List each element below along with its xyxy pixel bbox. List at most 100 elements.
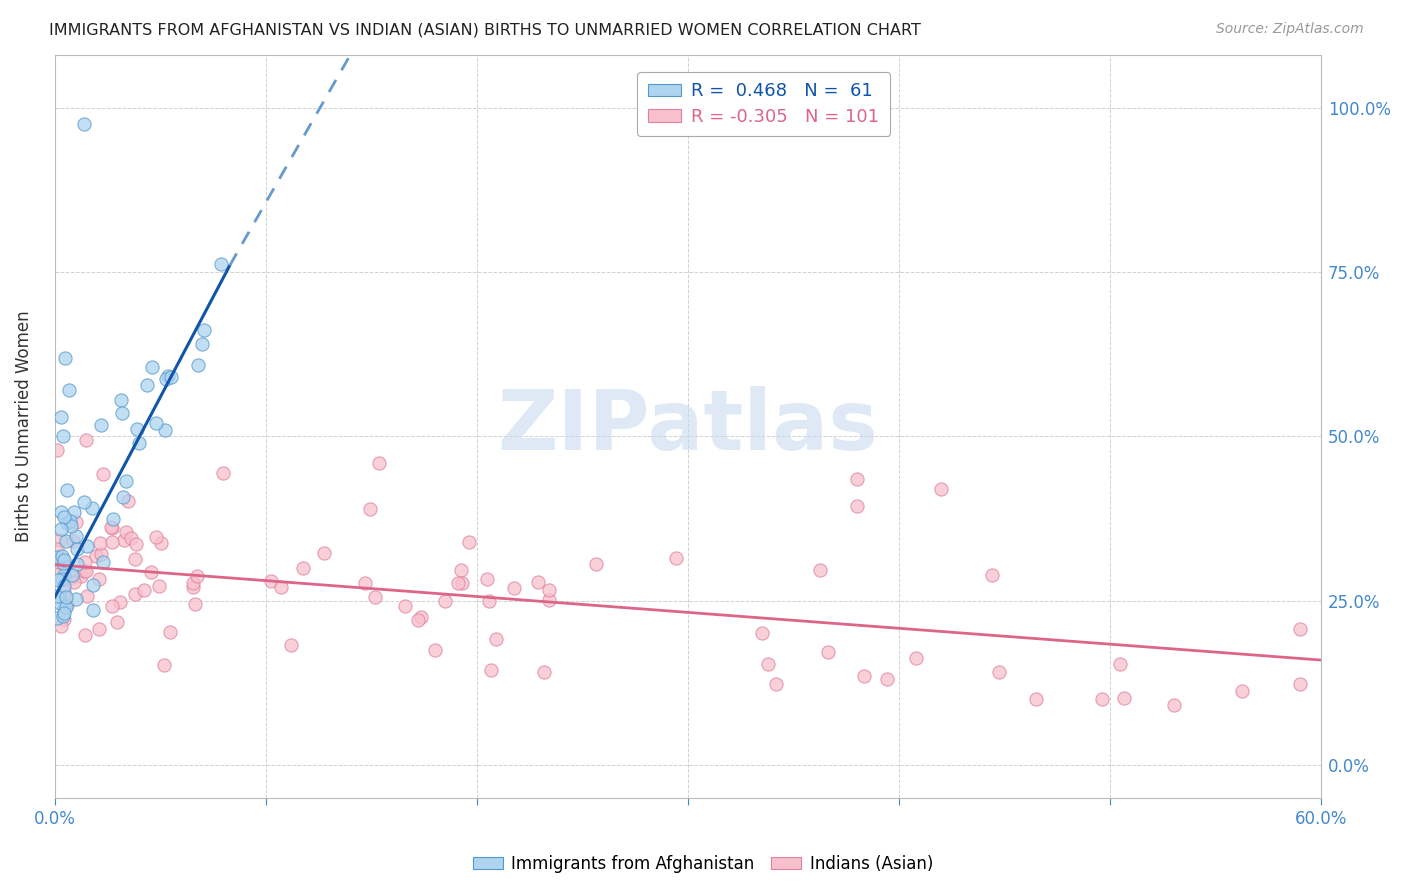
Point <box>56 483 79 497</box>
Point <box>139 565 162 579</box>
Point <box>751 625 773 640</box>
Legend: R =  0.468   N =  61, R = -0.305   N = 101: R = 0.468 N = 61, R = -0.305 N = 101 <box>637 71 890 136</box>
Point <box>66 541 89 556</box>
Point <box>478 593 501 607</box>
Point <box>59 515 82 529</box>
Point <box>353 576 375 591</box>
Point <box>91 467 114 482</box>
Point <box>988 665 1011 680</box>
Point <box>1289 622 1312 636</box>
Text: Source: ZipAtlas.com: Source: ZipAtlas.com <box>1216 22 1364 37</box>
Point <box>45 442 67 457</box>
Point <box>75 555 97 569</box>
Point <box>52 556 75 570</box>
Y-axis label: Births to Unmarried Women: Births to Unmarried Women <box>15 310 32 542</box>
Point <box>280 638 302 652</box>
Point <box>115 524 138 539</box>
Point <box>394 599 416 613</box>
Point <box>852 669 875 683</box>
Point <box>124 587 146 601</box>
Point <box>48 590 70 604</box>
Point <box>111 491 134 505</box>
Point <box>1108 657 1130 671</box>
Point <box>876 672 898 686</box>
Point <box>45 610 67 624</box>
Point <box>538 593 561 607</box>
Point <box>364 591 387 605</box>
Point <box>411 610 433 624</box>
Point <box>1230 684 1253 698</box>
Legend: Immigrants from Afghanistan, Indians (Asian): Immigrants from Afghanistan, Indians (As… <box>467 848 939 880</box>
Point <box>52 606 75 620</box>
Point <box>260 574 283 589</box>
Point <box>980 567 1002 582</box>
Point <box>48 555 70 569</box>
Point <box>101 599 124 613</box>
Point <box>53 578 76 592</box>
Point <box>1112 691 1135 706</box>
Point <box>186 568 208 582</box>
Point <box>209 257 232 271</box>
Point <box>665 550 688 565</box>
Point <box>65 515 87 529</box>
Point <box>49 596 72 610</box>
Point <box>450 575 472 590</box>
Point <box>73 495 96 509</box>
Point <box>756 657 779 671</box>
Point <box>212 466 235 480</box>
Point <box>52 608 75 623</box>
Point <box>49 522 72 536</box>
Point <box>125 422 148 436</box>
Point <box>111 406 134 420</box>
Point <box>60 567 83 582</box>
Point <box>87 622 110 636</box>
Point <box>51 549 73 563</box>
Point <box>52 429 75 443</box>
Point <box>75 564 97 578</box>
Point <box>62 534 84 549</box>
Point <box>55 599 77 614</box>
Point <box>53 351 76 365</box>
Point <box>929 482 952 496</box>
Point <box>1163 698 1185 713</box>
Point <box>423 642 446 657</box>
Point <box>65 557 87 571</box>
Point <box>46 550 69 565</box>
Point <box>141 360 163 375</box>
Point <box>75 433 97 447</box>
Point <box>368 456 391 470</box>
Point <box>159 625 181 640</box>
Point <box>457 534 479 549</box>
Point <box>808 563 831 577</box>
Point <box>52 584 75 599</box>
Point <box>475 572 498 586</box>
Point <box>90 417 112 432</box>
Point <box>89 536 111 550</box>
Point <box>53 600 76 615</box>
Point <box>1289 677 1312 691</box>
Point <box>817 645 839 659</box>
Point <box>149 536 172 550</box>
Point <box>49 505 72 519</box>
Point <box>447 575 470 590</box>
Point <box>153 423 176 437</box>
Point <box>82 500 104 515</box>
Point <box>60 518 83 533</box>
Point <box>359 501 381 516</box>
Point <box>55 533 77 548</box>
Point <box>156 368 179 383</box>
Point <box>70 569 93 583</box>
Point <box>527 575 550 590</box>
Point <box>153 657 176 672</box>
Point <box>63 505 86 519</box>
Point <box>82 578 104 592</box>
Point <box>101 521 124 535</box>
Point <box>48 566 70 581</box>
Point <box>479 663 502 677</box>
Point <box>110 393 132 408</box>
Point <box>484 632 506 647</box>
Point <box>128 435 150 450</box>
Point <box>291 560 314 574</box>
Point <box>183 598 205 612</box>
Point <box>87 572 110 586</box>
